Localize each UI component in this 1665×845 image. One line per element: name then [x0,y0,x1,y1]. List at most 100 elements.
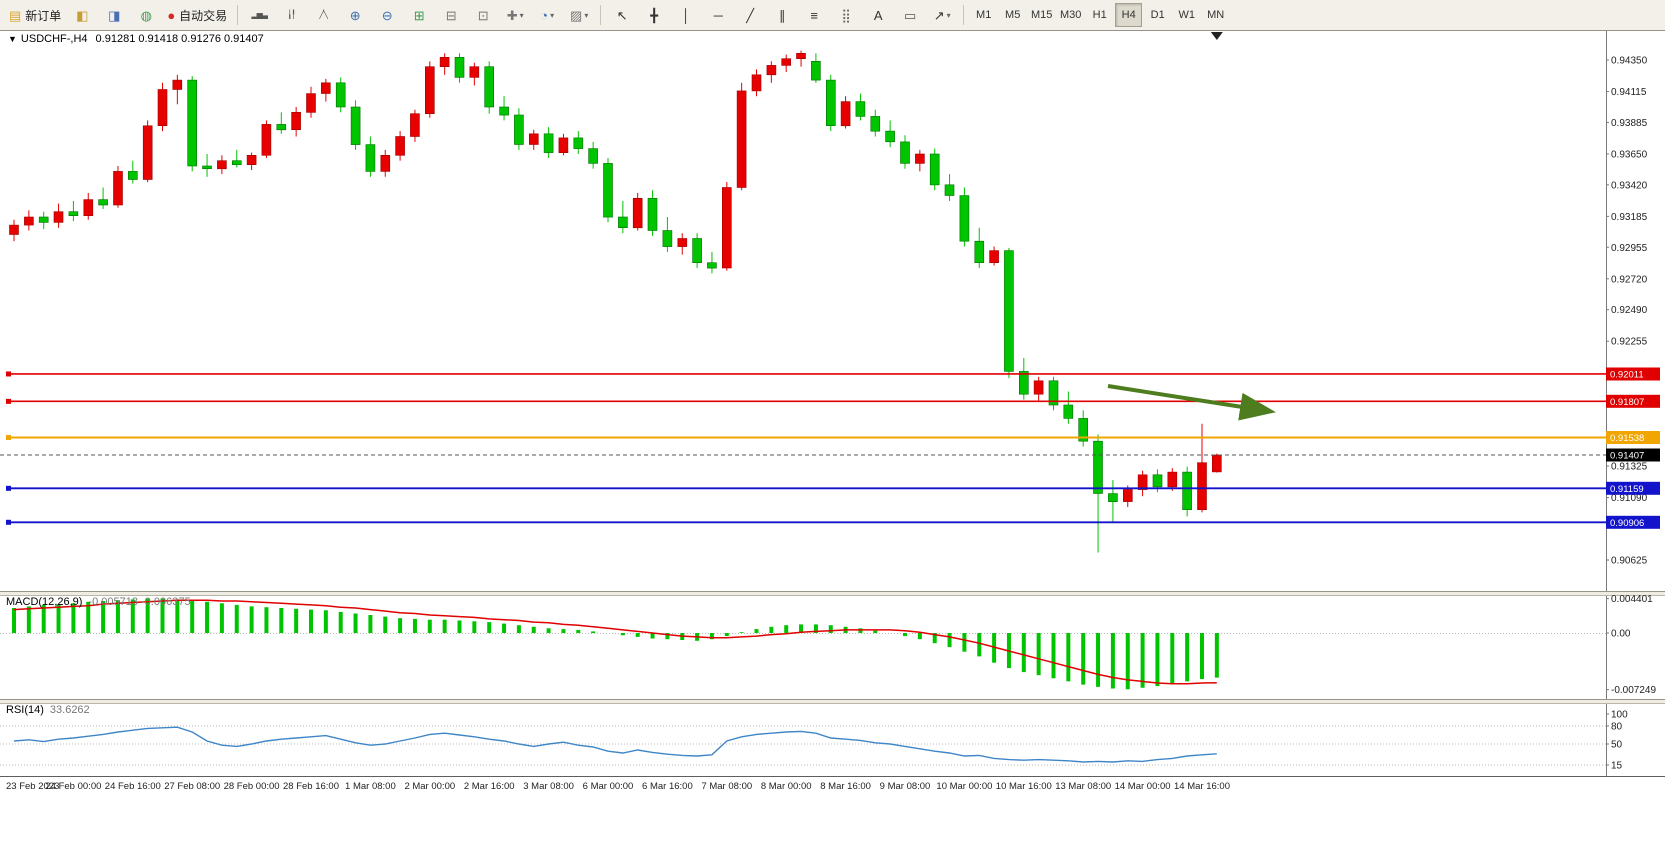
rsi-panel[interactable] [0,703,1606,776]
navigator-button[interactable]: ◍ [131,2,161,28]
price-label-box [1606,367,1660,381]
vertical-line-icon: │ [682,7,691,23]
svg-text:0.93185: 0.93185 [1611,212,1648,223]
price-axis[interactable] [1606,31,1665,776]
svg-text:0.90625: 0.90625 [1611,556,1648,567]
main-toolbar: ▤ 新订单 ◧ ◨ ◍ ● 自动交易 ▂▅▃ ╽╿ ╱╲ ⊕ ⊖ ⊞ ⊟ ⊡ ✚ ▾ ◔ ▾ ▨ ▾ ↖ ╋ │ ─ ╱ ∥ ≡ ⣿ A ▭… [0,0,1665,30]
time-axis-label: 3 Mar 08:00 [523,781,574,792]
timeframe-D1[interactable]: D1 [1150,9,1165,21]
vertical-line-button[interactable]: │ [671,2,701,28]
svg-text:0.94350: 0.94350 [1611,56,1648,67]
line-handle [6,371,11,377]
objects-icon: ⣿ [841,7,851,23]
timeframe-M30[interactable]: M30 [1059,9,1082,21]
data-window-button[interactable]: ◨ [99,2,129,28]
time-axis-label: 6 Mar 00:00 [583,781,634,792]
svg-text:0.91807: 0.91807 [1610,397,1644,408]
zoom-in-icon: ⊕ [349,7,361,23]
trendline-icon: ╱ [746,7,755,23]
time-axis-label: 14 Mar 16:00 [1174,781,1230,792]
crosshair-icon: ╋ [650,7,659,23]
template-button[interactable]: ▨ ▾ [564,2,594,28]
template-icon: ▨ [570,7,583,23]
timeframe-M5[interactable]: M5 [1005,9,1021,21]
svg-text:0.004401: 0.004401 [1611,594,1653,605]
timeframe-W1[interactable]: W1 [1178,9,1195,21]
svg-text:0.93650: 0.93650 [1611,150,1648,161]
chart-window-button[interactable]: ⊡ [468,2,498,28]
text-button[interactable]: A [863,2,893,28]
timeframe-H1[interactable]: H1 [1092,9,1107,21]
timeframe-M15[interactable]: M15 [1030,9,1053,21]
autotrading-button[interactable]: ● 自动交易 [163,2,231,28]
bar-chart-button[interactable]: ▂▅▃ [244,2,274,28]
trendline-button[interactable]: ╱ [735,2,765,28]
svg-text:0.93885: 0.93885 [1611,118,1648,129]
objects-button[interactable]: ⣿ [831,2,861,28]
charts-icon: ◧ [76,7,89,23]
new-order-button[interactable]: ▤ 新订单 [5,2,65,28]
time-periods-button[interactable]: ◔ ▾ [532,2,562,28]
chart-window-icon: ⊡ [477,7,489,23]
tile-windows-button[interactable]: ⊞ [404,2,434,28]
dropdown-caret-icon: ▾ [550,10,555,20]
timeframe-H4[interactable]: H4 [1115,3,1143,27]
horizontal-line-button[interactable]: ─ [703,2,733,28]
dropdown-caret-icon: ▾ [584,10,589,20]
toolbar-separator [237,5,239,25]
line-handle [6,485,11,491]
time-axis[interactable] [0,777,1606,795]
chart-header: ▼ USDCHF-,H4 0.91281 0.91418 0.91276 0.914… [8,33,264,45]
main-chart-area[interactable] [0,46,1606,592]
charts-button[interactable]: ◧ [67,2,97,28]
svg-text:50: 50 [1611,740,1623,751]
svg-text:0.92955: 0.92955 [1611,243,1648,254]
time-axis-label: 2 Mar 16:00 [464,781,515,792]
fibonacci-button[interactable]: ≡ [799,2,829,28]
time-axis-label: 10 Mar 16:00 [996,781,1052,792]
data-window-icon: ◨ [108,7,121,23]
rsi-value: 33.6262 [49,704,90,716]
cursor-button[interactable]: ↖ [607,2,637,28]
channel-icon: ∥ [778,7,786,23]
new-chart-button[interactable]: ✚ ▾ [500,2,530,28]
timeframe-M1[interactable]: M1 [976,9,992,21]
candlestick-chart-button[interactable]: ╽╿ [276,2,306,28]
time-axis-label: 23 Feb 2023 [6,781,59,792]
zoom-in-button[interactable]: ⊕ [340,2,370,28]
svg-text:0.92011: 0.92011 [1610,370,1644,381]
macd-name: MACD(12,26,9) [6,596,83,608]
line-handle [6,519,11,525]
time-axis-label: 14 Mar 00:00 [1115,781,1171,792]
svg-text:-0.007249: -0.007249 [1611,685,1656,696]
text-label-button[interactable]: ▭ [895,2,925,28]
chart-collapse-icon[interactable]: ▼ [8,34,17,44]
line-chart-button[interactable]: ╱╲ [308,2,338,28]
rsi-line [13,726,1217,763]
price-label-box [1606,394,1660,408]
autotrading-label: 自动交易 [179,8,228,23]
trend-arrow-annotation[interactable] [1107,384,1276,421]
macd-panel[interactable] [0,595,1606,700]
arrows-icon: ↗ [933,7,945,23]
new-chart-icon: ✚ [506,7,518,23]
channel-button[interactable]: ∥ [767,2,797,28]
time-axis-label: 28 Feb 00:00 [224,781,280,792]
zoom-out-button[interactable]: ⊖ [372,2,402,28]
chart-symbol-period: USDCHF-,H4 [20,33,88,45]
chart-ohlc-values: 0.91281 0.91418 0.91276 0.91407 [95,33,264,45]
time-axis-label: 13 Mar 08:00 [1055,781,1111,792]
timeframe-MN[interactable]: MN [1207,9,1225,21]
time-periods-icon: ◔ [540,7,549,23]
zoom-out-icon: ⊖ [381,7,393,23]
arrange-windows-button[interactable]: ⊟ [436,2,466,28]
dropdown-caret-icon: ▾ [946,10,951,20]
macd-values: -0.005713 -0.006375 [88,596,191,608]
arrows-button[interactable]: ↗ ▾ [927,2,957,28]
svg-text:0.94115: 0.94115 [1611,87,1647,98]
crosshair-button[interactable]: ╋ [639,2,669,28]
bar-chart-icon: ▂▅▃ [251,10,268,19]
time-axis-label: 9 Mar 08:00 [880,781,931,792]
horizontal-level-lines[interactable] [6,371,1606,525]
